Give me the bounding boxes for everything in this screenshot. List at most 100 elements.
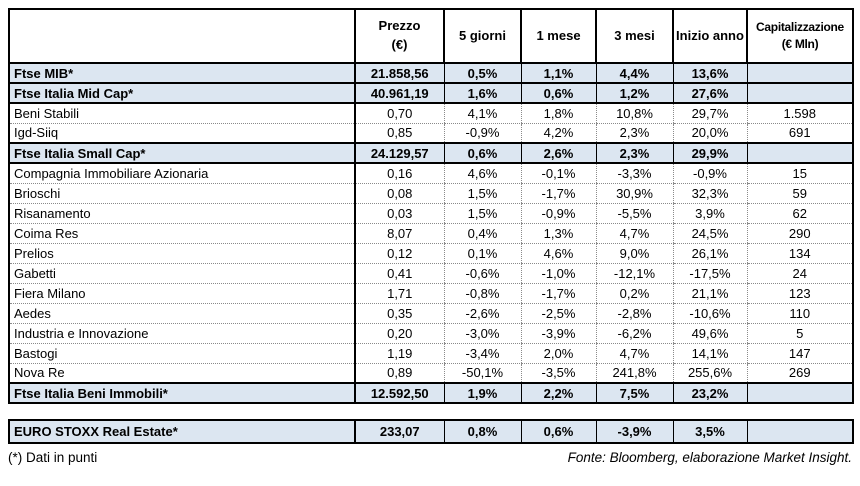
row-value: -50,1% (443, 362, 521, 384)
row-value: -3,4% (443, 342, 521, 364)
row-value: -2,5% (520, 302, 596, 324)
row-value: 29,7% (672, 102, 747, 124)
row-name: Igd-Siiq (9, 122, 356, 144)
header-row: Prezzo (€) 5 giorni 1 mese 3 mesi Inizio… (8, 8, 854, 64)
row-name: Coima Res (9, 222, 356, 244)
row-value: 123 (746, 282, 853, 304)
row-value (746, 382, 853, 404)
stock-row: Igd-Siiq 0,85 -0,9% 4,2% 2,3% 20,0% 691 (9, 122, 853, 144)
row-value: 110 (746, 302, 853, 324)
row-value: 2,6% (520, 142, 596, 164)
header-capitalizzazione-line1: Capitalizzazione (756, 19, 844, 34)
row-value: -1,7% (520, 282, 596, 304)
row-name: EURO STOXX Real Estate* (9, 419, 356, 444)
row-value: 1,19 (354, 342, 444, 364)
stock-row: Compagnia Immobiliare Azionaria 0,16 4,6% -… (9, 162, 853, 184)
row-value: 13,6% (672, 62, 747, 84)
row-value: 9,0% (595, 242, 673, 264)
row-value: 4,6% (520, 242, 596, 264)
row-value: 0,03 (354, 202, 444, 224)
row-value: 24.129,57 (354, 142, 444, 164)
header-3-mesi: 3 mesi (595, 8, 674, 64)
row-value: 20,0% (672, 122, 747, 144)
index-row: Ftse Italia Small Cap* 24.129,57 0,6% 2,6% 2… (9, 142, 853, 164)
row-value: 1,6% (443, 82, 521, 104)
row-name: Ftse MIB* (9, 62, 356, 84)
row-name: Beni Stabili (9, 102, 356, 124)
row-name: Nova Re (9, 362, 356, 384)
row-value: -0,9% (672, 162, 747, 184)
row-value: 0,2% (595, 282, 673, 304)
row-value: 0,4% (443, 222, 521, 244)
row-value: 241,8% (595, 362, 673, 384)
row-value (746, 62, 853, 84)
row-value: -5,5% (595, 202, 673, 224)
row-name: Compagnia Immobiliare Azionaria (9, 162, 356, 184)
row-value: -3,9% (595, 419, 673, 444)
row-value: 0,6% (520, 419, 596, 444)
row-value: 10,8% (595, 102, 673, 124)
row-value: -17,5% (672, 262, 747, 284)
row-value: 1,5% (443, 182, 521, 204)
header-inizio-anno: Inizio anno (672, 8, 748, 64)
row-value: 134 (746, 242, 853, 264)
row-value: -0,9% (443, 122, 521, 144)
row-value: 1,2% (595, 82, 673, 104)
row-value: 0,41 (354, 262, 444, 284)
row-value: -0,6% (443, 262, 521, 284)
row-value: -1,7% (520, 182, 596, 204)
row-value: 4,6% (443, 162, 521, 184)
row-value: 12.592,50 (354, 382, 444, 404)
row-value: 0,89 (354, 362, 444, 384)
row-value (746, 82, 853, 104)
index-row: Ftse Italia Beni Immobili* 12.592,50 1,9% 2… (9, 382, 853, 404)
row-value: 1,8% (520, 102, 596, 124)
row-value: -10,6% (672, 302, 747, 324)
row-name: Brioschi (9, 182, 356, 204)
header-prezzo: Prezzo (€) (354, 8, 445, 64)
row-name: Fiera Milano (9, 282, 356, 304)
stock-row: Nova Re 0,89 -50,1% -3,5% 241,8% 255,6% 269 (9, 362, 853, 384)
euro-stoxx-table: EURO STOXX Real Estate* 233,07 0,8% 0,6% -3,… (8, 419, 854, 444)
index-row: Ftse MIB* 21.858,56 0,5% 1,1% 4,4% 13,6% (9, 62, 853, 84)
header-name-empty (8, 8, 356, 64)
row-value: 0,16 (354, 162, 444, 184)
row-value: 0,85 (354, 122, 444, 144)
row-value: 14,1% (672, 342, 747, 364)
row-value: 2,2% (520, 382, 596, 404)
footer: (*) Dati in punti Fonte: Bloomberg, elab… (8, 450, 852, 465)
row-value: 255,6% (672, 362, 747, 384)
stock-row: Beni Stabili 0,70 4,1% 1,8% 10,8% 29,7% 1.598 (9, 102, 853, 124)
stock-row: Gabetti 0,41 -0,6% -1,0% -12,1% -17,5% 24 (9, 262, 853, 284)
row-name: Bastogi (9, 342, 356, 364)
row-value: -1,0% (520, 262, 596, 284)
stock-row: Risanamento 0,03 1,5% -0,9% -5,5% 3,9% 62 (9, 202, 853, 224)
row-value: 1,3% (520, 222, 596, 244)
row-value: 3,5% (672, 419, 747, 444)
row-value: 49,6% (672, 322, 747, 344)
row-name: Aedes (9, 302, 356, 324)
row-value: 3,9% (672, 202, 747, 224)
row-value: -3,0% (443, 322, 521, 344)
header-1-mese: 1 mese (520, 8, 597, 64)
row-value: 290 (746, 222, 853, 244)
row-value: 0,20 (354, 322, 444, 344)
row-value: 21,1% (672, 282, 747, 304)
row-value: 26,1% (672, 242, 747, 264)
source-note: Fonte: Bloomberg, elaborazione Market In… (567, 450, 852, 465)
row-value: 0,70 (354, 102, 444, 124)
row-value: 24 (746, 262, 853, 284)
row-value: -2,6% (443, 302, 521, 324)
row-value: 0,6% (443, 142, 521, 164)
row-value: 5 (746, 322, 853, 344)
row-value: 32,3% (672, 182, 747, 204)
row-value: -0,8% (443, 282, 521, 304)
index-row: Ftse Italia Mid Cap* 40.961,19 1,6% 0,6% 1,2… (9, 82, 853, 104)
row-value: 1,71 (354, 282, 444, 304)
row-name: Ftse Italia Beni Immobili* (9, 382, 356, 404)
row-name: Gabetti (9, 262, 356, 284)
row-value: 29,9% (672, 142, 747, 164)
row-value: 4,7% (595, 222, 673, 244)
row-value: 269 (746, 362, 853, 384)
row-value: 4,7% (595, 342, 673, 364)
